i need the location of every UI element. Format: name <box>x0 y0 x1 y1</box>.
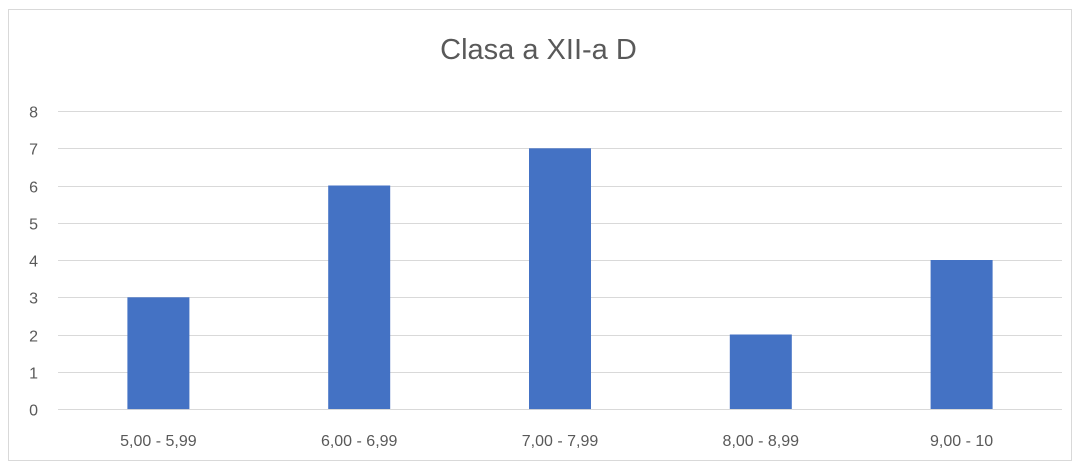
y-tick-label: 3 <box>29 291 38 308</box>
y-tick-label: 8 <box>29 105 38 122</box>
bar-3 <box>729 334 792 409</box>
chart-title: Clasa a XII-a D <box>440 34 637 66</box>
y-axis-tick-labels: 0 1 2 3 4 5 6 7 8 <box>29 105 38 420</box>
y-tick-label: 0 <box>29 403 38 420</box>
bar-2 <box>529 148 591 410</box>
y-tick-label: 2 <box>29 329 38 346</box>
x-tick-label: 5,00 - 5,99 <box>120 433 197 450</box>
y-tick-label: 5 <box>29 217 38 234</box>
x-tick-label: 7,00 - 7,99 <box>522 433 599 450</box>
y-tick-label: 7 <box>29 142 38 159</box>
x-tick-label: 9,00 - 10 <box>930 433 993 450</box>
bar-0 <box>127 297 190 410</box>
bar-1 <box>328 185 391 409</box>
y-tick-label: 1 <box>29 366 38 383</box>
bar-4 <box>930 260 993 409</box>
x-axis-tick-labels: 5,00 - 5,99 6,00 - 6,99 7,00 - 7,99 8,00 - … <box>120 433 993 450</box>
x-tick-label: 6,00 - 6,99 <box>321 433 398 450</box>
bars <box>127 148 993 410</box>
y-tick-label: 4 <box>29 254 38 271</box>
x-tick-label: 8,00 - 8,99 <box>723 433 800 450</box>
y-tick-label: 6 <box>29 180 38 197</box>
